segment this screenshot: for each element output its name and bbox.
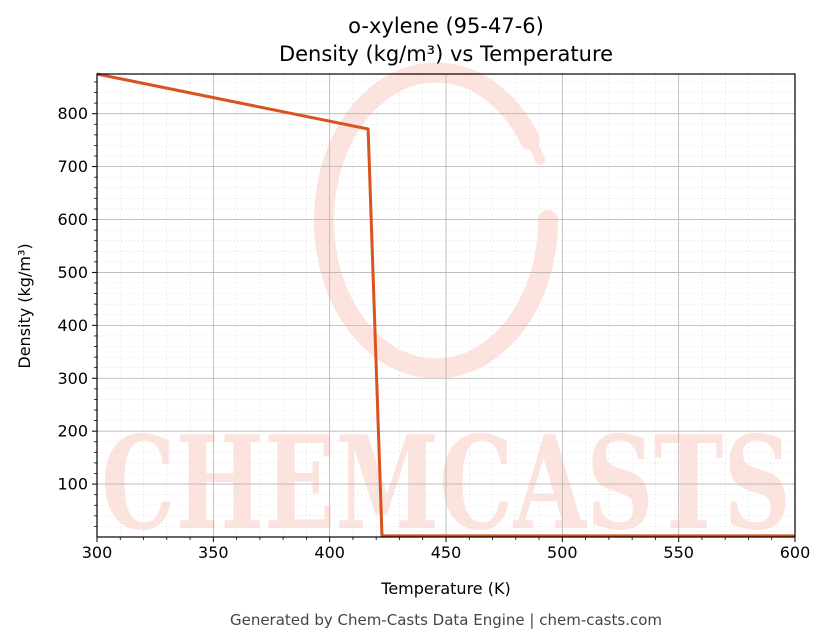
- chart-subtitle: Density (kg/m³) vs Temperature: [279, 42, 613, 66]
- x-tick-label: 600: [780, 543, 811, 562]
- y-tick-label: 400: [57, 316, 88, 335]
- y-tick-label: 100: [57, 475, 88, 494]
- x-tick-label: 400: [314, 543, 345, 562]
- y-tick-label: 500: [57, 263, 88, 282]
- footer-credit: Generated by Chem-Casts Data Engine | ch…: [230, 611, 662, 629]
- x-tick-label: 550: [663, 543, 694, 562]
- y-axis-label: Density (kg/m³): [15, 243, 34, 368]
- x-tick-label: 350: [198, 543, 229, 562]
- y-tick-label: 200: [57, 422, 88, 441]
- series-line: [96, 72, 795, 538]
- y-tick-label: 700: [57, 157, 88, 176]
- x-tick-label: 500: [547, 543, 578, 562]
- y-tick-label: 300: [57, 369, 88, 388]
- ticks-layer: [92, 81, 796, 542]
- series-layer: [96, 72, 795, 538]
- tick-labels: 300 350 400 450 500 550 600 100 200 300 400 500 600 7…: [57, 104, 810, 562]
- x-tick-label: 300: [82, 543, 113, 562]
- watermark-swirl-icon: [314, 62, 559, 379]
- x-tick-label: 450: [431, 543, 462, 562]
- x-axis-label: Temperature (K): [380, 579, 510, 598]
- y-tick-label: 600: [57, 210, 88, 229]
- y-tick-label: 800: [57, 104, 88, 123]
- watermark-swirl-inner-icon: [495, 100, 545, 165]
- chart-title: o-xylene (95-47-6): [348, 14, 544, 38]
